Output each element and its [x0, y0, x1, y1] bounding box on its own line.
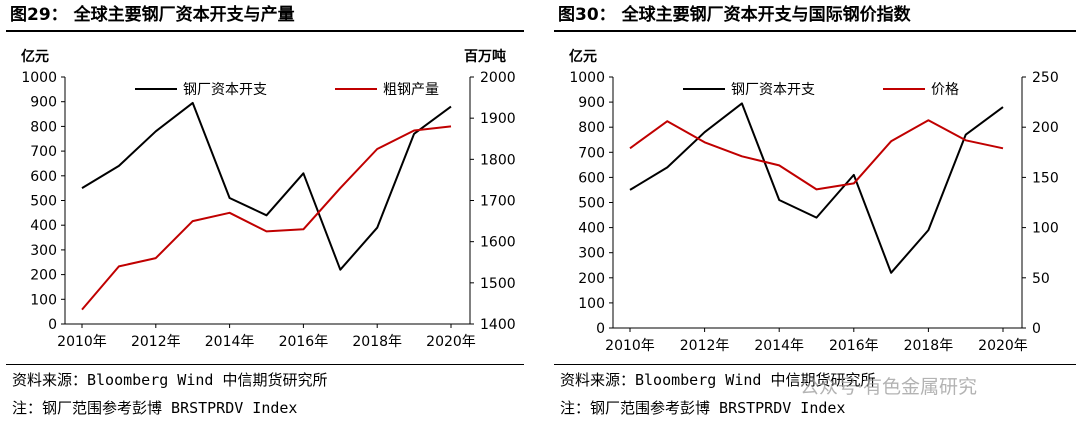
x-tick-label: 2020年 — [978, 338, 1028, 354]
right-tick-label: 250 — [1032, 70, 1059, 86]
x-tick-label: 2012年 — [680, 338, 730, 354]
right-tick-label: 2000 — [480, 70, 516, 86]
left-tick-label: 400 — [578, 221, 605, 237]
note-text: 注：钢厂范围参考彭博 BRSTPRDV Index — [560, 399, 846, 417]
right-tick-label: 0 — [1032, 321, 1041, 337]
figure-30-panel: 图30： 全球主要钢厂资本开支与国际钢价指数 0 100 200 300 400 500 6… — [548, 0, 1080, 434]
title-rule — [6, 30, 524, 32]
left-tick-label: 700 — [30, 144, 57, 160]
left-tick-label: 700 — [578, 145, 605, 161]
left-tick-label: 900 — [30, 95, 57, 111]
left-tick-label: 1000 — [569, 70, 605, 86]
x-tick-label: 2020年 — [426, 334, 476, 350]
right-axis-unit: 百万吨 — [464, 48, 506, 65]
left-axis-unit: 亿元 — [569, 48, 597, 65]
figure-title: 图29： 全球主要钢厂资本开支与产量 — [10, 5, 295, 25]
series-line-capex — [629, 102, 1004, 274]
source-rule — [554, 364, 1076, 365]
left-tick-label: 500 — [30, 194, 57, 210]
left-tick-label: 400 — [30, 218, 57, 234]
x-tick-label: 2010年 — [605, 338, 655, 354]
left-tick-label: 300 — [578, 246, 605, 262]
watermark-text: 公众号·有色金属研究 — [800, 376, 978, 398]
left-tick-label: 0 — [596, 321, 605, 337]
right-tick-label: 200 — [1032, 120, 1059, 136]
left-tick-label: 800 — [578, 120, 605, 136]
x-tick-label: 2018年 — [904, 338, 954, 354]
right-tick-label: 1400 — [480, 317, 516, 333]
legend-label: 粗钢产量 — [383, 82, 439, 98]
left-tick-label: 200 — [30, 268, 57, 284]
left-tick-label: 300 — [30, 243, 57, 259]
x-tick-label: 2014年 — [205, 334, 255, 350]
source-text: 资料来源：Bloomberg Wind 中信期货研究所 — [560, 371, 876, 389]
x-tick-label: 2016年 — [279, 334, 329, 350]
left-tick-label: 1000 — [21, 70, 57, 86]
left-tick-label: 900 — [578, 95, 605, 111]
right-tick-label: 100 — [1032, 221, 1059, 237]
left-tick-label: 600 — [578, 170, 605, 186]
note-text: 注：钢厂范围参考彭博 BRSTPRDV Index — [12, 399, 298, 417]
x-tick-label: 2016年 — [829, 338, 879, 354]
left-tick-label: 100 — [30, 292, 57, 308]
right-tick-label: 1600 — [480, 235, 516, 251]
right-tick-label: 1900 — [480, 111, 516, 127]
left-axis-unit: 亿元 — [21, 48, 49, 65]
capex-vs-output-chart: 0 100 200 300 400 500 600 700 800 900 1000 1400 1500… — [21, 48, 516, 350]
x-tick-label: 2018年 — [352, 334, 402, 350]
legend-label: 钢厂资本开支 — [183, 82, 267, 98]
left-tick-label: 100 — [578, 296, 605, 312]
left-tick-label: 800 — [30, 119, 57, 135]
right-tick-label: 1700 — [480, 194, 516, 210]
left-tick-label: 600 — [30, 169, 57, 185]
series-line-secondary — [81, 125, 452, 311]
series-line-capex — [81, 101, 452, 271]
right-tick-label: 1800 — [480, 152, 516, 168]
x-tick-label: 2014年 — [754, 338, 804, 354]
title-rule — [554, 30, 1076, 32]
legend-label: 钢厂资本开支 — [731, 82, 815, 98]
series-line-secondary — [629, 119, 1004, 191]
left-tick-label: 0 — [48, 317, 57, 333]
left-tick-label: 500 — [578, 196, 605, 212]
source-rule — [6, 364, 524, 365]
legend-label: 价格 — [931, 82, 959, 98]
right-tick-label: 1500 — [480, 276, 516, 292]
source-text: 资料来源：Bloomberg Wind 中信期货研究所 — [12, 371, 328, 389]
left-tick-label: 200 — [578, 271, 605, 287]
x-tick-label: 2010年 — [57, 334, 107, 350]
x-tick-label: 2012年 — [131, 334, 181, 350]
figure-title: 图30： 全球主要钢厂资本开支与国际钢价指数 — [558, 5, 911, 25]
right-tick-label: 50 — [1032, 271, 1050, 287]
capex-vs-price-chart: 0 100 200 300 400 500 600 700 800 900 1000 0 50 100 15… — [569, 48, 1059, 354]
figure-29-panel: 图29： 全球主要钢厂资本开支与产量 0 100 200 300 400 500 600 70… — [0, 0, 528, 434]
right-tick-label: 150 — [1032, 170, 1059, 186]
